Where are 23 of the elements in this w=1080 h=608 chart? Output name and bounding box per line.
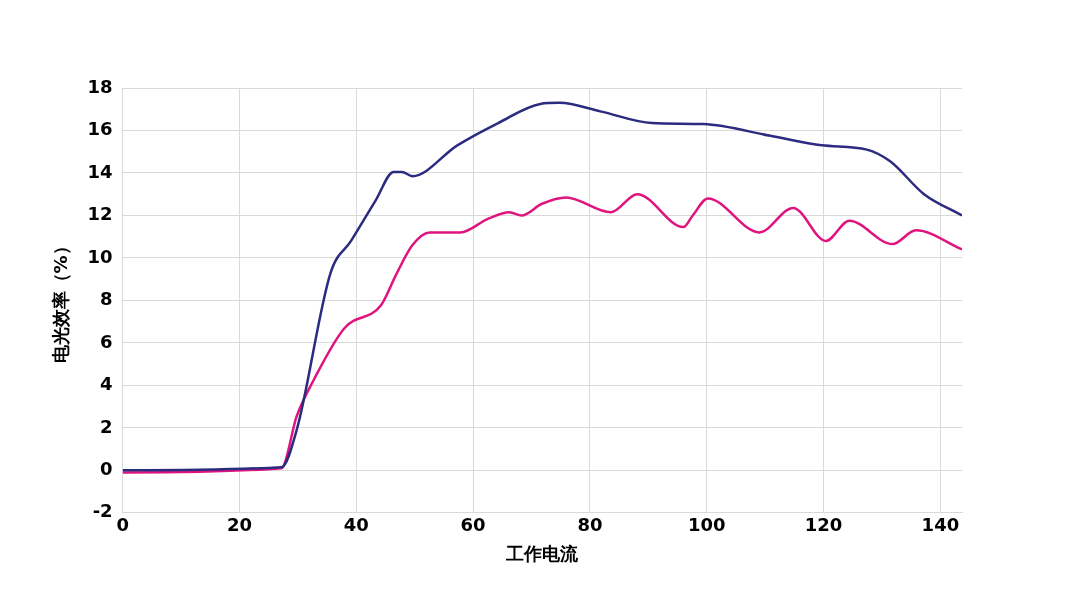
- x-tick-label: 140: [921, 514, 960, 536]
- y-tick-label: 16: [87, 118, 113, 140]
- x-tick-label: 120: [804, 514, 843, 536]
- y-tick-label: 18: [87, 75, 113, 97]
- x-tick-label: 40: [343, 514, 369, 536]
- y-tick-label: 10: [87, 245, 113, 267]
- line-series: [122, 101, 962, 472]
- x-tick-label: 100: [687, 514, 726, 536]
- y-tick-label: 8: [100, 288, 113, 310]
- y-tick-label: -2: [92, 500, 113, 522]
- x-tick-label: 80: [577, 514, 603, 536]
- y-axis-title: 电光效率（%）: [50, 237, 72, 364]
- y-tick-label: 14: [87, 160, 113, 182]
- line-series: [122, 192, 962, 474]
- y-tick-label: 12: [87, 203, 113, 225]
- y-tick-label: 4: [100, 373, 113, 395]
- x-axis-title: 工作电流: [505, 542, 580, 564]
- x-tick-label: 60: [460, 514, 486, 536]
- y-tick-label: 2: [100, 415, 113, 437]
- x-tick-label: 0: [116, 514, 129, 536]
- y-tick-label: 0: [100, 457, 113, 479]
- x-tick-label: 20: [226, 514, 252, 536]
- y-tick-label: 6: [100, 330, 113, 352]
